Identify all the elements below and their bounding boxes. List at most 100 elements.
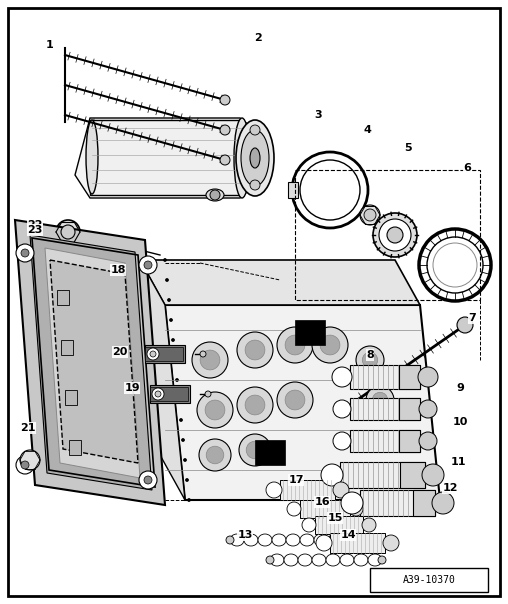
Bar — [350, 398, 420, 420]
Bar — [288, 182, 298, 198]
Circle shape — [277, 382, 313, 418]
Circle shape — [220, 125, 230, 135]
Circle shape — [16, 456, 34, 474]
Bar — [330, 533, 385, 553]
Text: 10: 10 — [452, 417, 468, 427]
Text: 13: 13 — [237, 530, 252, 540]
Circle shape — [360, 205, 380, 225]
Circle shape — [237, 387, 273, 423]
Circle shape — [285, 390, 305, 410]
Circle shape — [302, 518, 316, 532]
Circle shape — [419, 432, 437, 450]
Circle shape — [333, 482, 349, 498]
Polygon shape — [90, 120, 242, 195]
Circle shape — [139, 471, 157, 489]
Circle shape — [185, 478, 188, 481]
Text: 6: 6 — [463, 163, 471, 173]
Circle shape — [16, 244, 34, 262]
Circle shape — [179, 419, 182, 422]
Bar — [399, 365, 420, 389]
Circle shape — [383, 535, 399, 551]
Bar — [295, 170, 480, 300]
Bar — [350, 365, 420, 389]
Circle shape — [349, 502, 363, 516]
Circle shape — [181, 439, 184, 442]
Ellipse shape — [286, 534, 300, 546]
Ellipse shape — [312, 554, 326, 566]
Bar — [315, 516, 363, 534]
Ellipse shape — [314, 534, 328, 546]
Polygon shape — [140, 260, 420, 305]
Circle shape — [192, 342, 228, 378]
Circle shape — [427, 237, 483, 293]
Bar — [412, 490, 435, 516]
Text: 3: 3 — [314, 110, 322, 120]
Text: 17: 17 — [288, 475, 304, 485]
Text: 19: 19 — [124, 383, 140, 393]
Polygon shape — [30, 235, 152, 490]
Ellipse shape — [236, 120, 274, 196]
Circle shape — [21, 461, 29, 469]
Ellipse shape — [326, 554, 340, 566]
Ellipse shape — [86, 120, 98, 194]
Circle shape — [320, 335, 340, 355]
Circle shape — [419, 400, 437, 418]
Circle shape — [321, 464, 343, 486]
Circle shape — [285, 335, 305, 355]
Ellipse shape — [244, 534, 258, 546]
Bar — [360, 490, 435, 516]
Circle shape — [152, 388, 164, 400]
Circle shape — [150, 351, 156, 357]
Circle shape — [364, 209, 376, 221]
Text: 15: 15 — [327, 513, 343, 523]
Circle shape — [166, 278, 169, 281]
Circle shape — [312, 327, 348, 363]
Polygon shape — [66, 390, 77, 405]
Circle shape — [387, 227, 403, 243]
Circle shape — [250, 180, 260, 190]
Text: 4: 4 — [363, 125, 371, 135]
Circle shape — [205, 391, 211, 397]
Ellipse shape — [270, 554, 284, 566]
Circle shape — [177, 399, 180, 402]
Ellipse shape — [354, 554, 368, 566]
Bar — [150, 387, 188, 401]
Circle shape — [245, 395, 265, 415]
Circle shape — [155, 391, 161, 397]
Circle shape — [61, 225, 75, 239]
Circle shape — [332, 367, 352, 387]
Circle shape — [172, 338, 175, 341]
Text: 2: 2 — [254, 33, 262, 43]
Polygon shape — [75, 118, 255, 198]
Circle shape — [433, 243, 477, 287]
Circle shape — [316, 535, 332, 551]
Circle shape — [237, 332, 273, 368]
Polygon shape — [255, 440, 285, 465]
Bar — [399, 398, 420, 420]
Ellipse shape — [250, 148, 260, 168]
Bar — [399, 430, 420, 452]
Circle shape — [199, 439, 231, 471]
Circle shape — [432, 492, 454, 514]
Text: 8: 8 — [366, 350, 374, 360]
Bar — [145, 347, 183, 361]
Ellipse shape — [234, 118, 250, 198]
Text: 7: 7 — [468, 313, 476, 323]
Circle shape — [206, 446, 224, 464]
Circle shape — [366, 386, 394, 414]
Circle shape — [356, 346, 384, 374]
Circle shape — [250, 125, 260, 135]
Circle shape — [205, 400, 225, 420]
Polygon shape — [15, 220, 165, 505]
Circle shape — [210, 190, 220, 200]
Polygon shape — [57, 290, 70, 305]
Circle shape — [300, 160, 360, 220]
Circle shape — [20, 450, 40, 470]
Ellipse shape — [241, 130, 269, 186]
Polygon shape — [165, 305, 440, 500]
Circle shape — [246, 441, 264, 459]
Circle shape — [168, 298, 171, 301]
Circle shape — [170, 318, 173, 321]
Circle shape — [379, 219, 411, 251]
Circle shape — [175, 379, 178, 382]
